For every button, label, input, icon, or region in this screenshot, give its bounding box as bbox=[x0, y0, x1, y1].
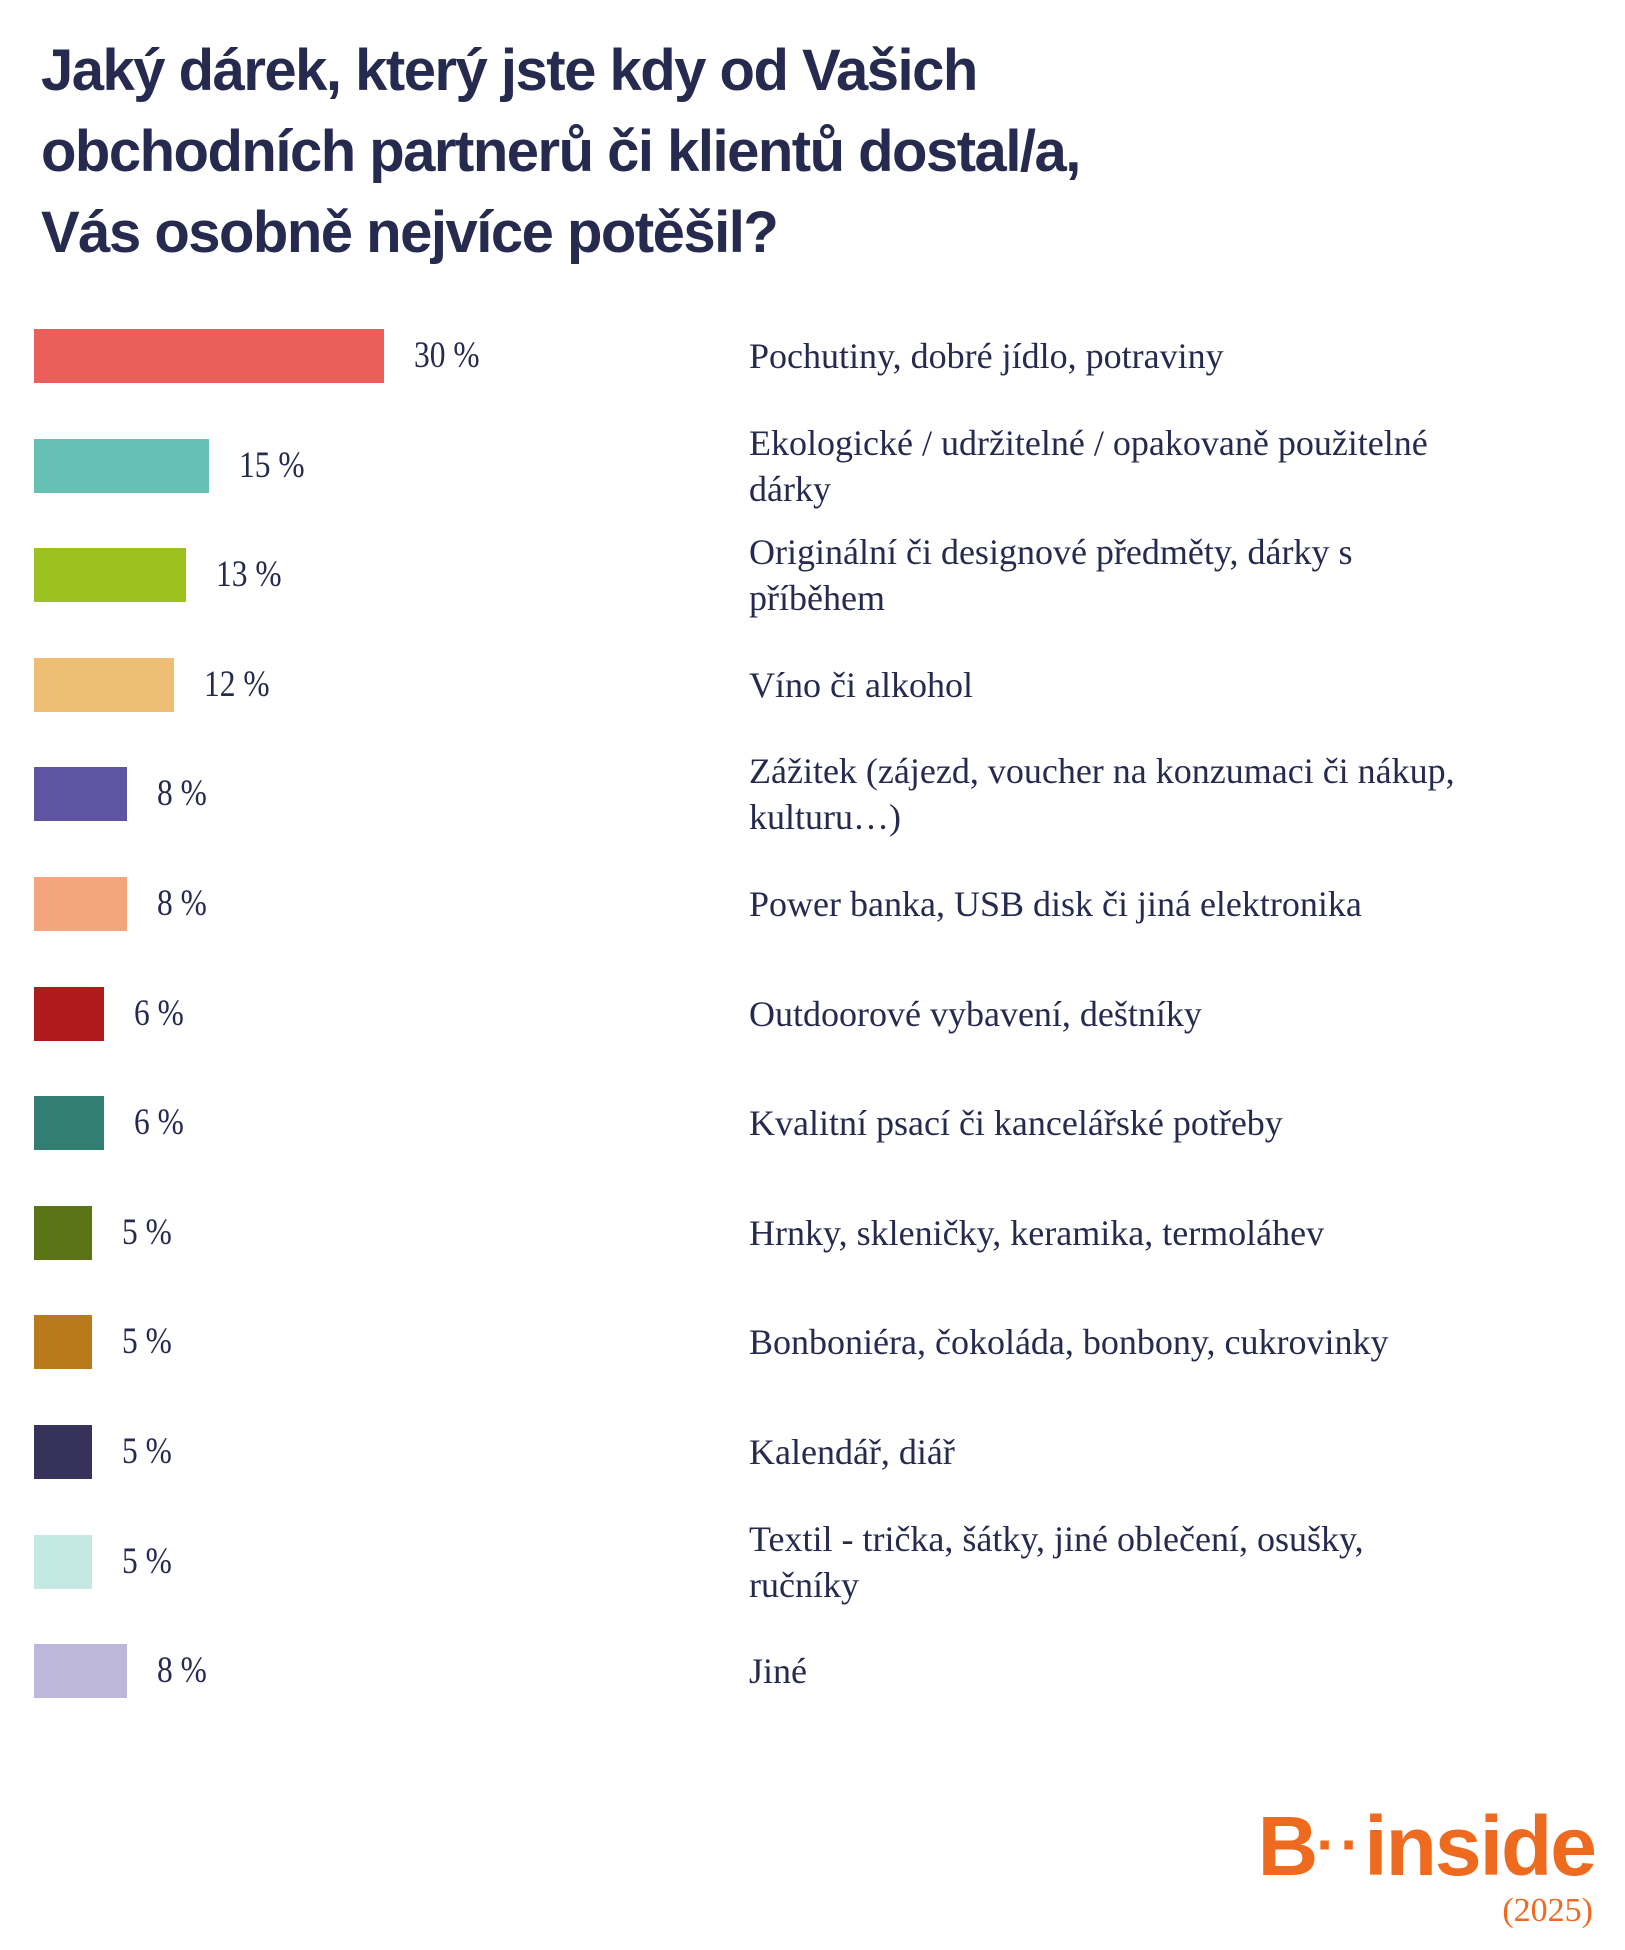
value-label: 5 % bbox=[122, 1321, 173, 1363]
bar bbox=[34, 329, 384, 383]
bar bbox=[34, 548, 186, 603]
category-label: Kvalitní psací či kancelářské potřeby bbox=[749, 1103, 1283, 1144]
value-label: 13 % bbox=[215, 554, 282, 596]
chart-title: Jaký dárek, který jste kdy od Vašich obc… bbox=[41, 30, 1341, 273]
category-label: Power banka, USB disk či jiná elektronik… bbox=[749, 884, 1362, 924]
b-inside-logo: B··inside (2025) bbox=[1257, 1799, 1597, 1931]
value-label: 6 % bbox=[134, 1102, 184, 1144]
category-label: Textil - trička, šátky, jiné oblečení, o… bbox=[749, 1518, 1364, 1605]
logo-year: (2025) bbox=[1502, 1892, 1593, 1929]
bar bbox=[34, 767, 128, 822]
bar-row: 8 % Power banka, USB disk či jiná elektro… bbox=[0, 877, 1625, 987]
bar bbox=[34, 877, 128, 931]
bar-row: 5 % Bonboniéra, čokoláda, bonbony, cukrov… bbox=[0, 1315, 1625, 1425]
bar-row: 6 % Kvalitní psací či kancelářské potřeby bbox=[0, 1096, 1625, 1206]
bar-row: 30 % Pochutiny, dobré jídlo, potraviny bbox=[0, 329, 1625, 439]
bar-row: 5 % Kalendář, diář bbox=[0, 1425, 1625, 1535]
category-label: Ekologické / udržitelné / opakovaně použ… bbox=[749, 422, 1428, 509]
bar bbox=[34, 1315, 93, 1370]
logo-mark: B··inside bbox=[1257, 1799, 1597, 1893]
bar-row: 6 % Outdoorové vybavení, deštníky bbox=[0, 986, 1625, 1097]
bar-row: 15 % Ekologické / udržitelné / opakovaně … bbox=[0, 423, 1625, 549]
value-label: 6 % bbox=[134, 992, 184, 1034]
bar bbox=[34, 438, 209, 493]
category-label: Outdoorové vybavení, deštníky bbox=[749, 993, 1202, 1034]
category-label: Bonboniéra, čokoláda, bonbony, cukrovink… bbox=[749, 1322, 1389, 1363]
bar bbox=[34, 657, 174, 712]
bar-row: 5 % Textil - trička, šátky, jiné oblečení… bbox=[0, 1519, 1625, 1645]
category-label: Kalendář, diář bbox=[749, 1432, 955, 1472]
category-label: Víno či alkohol bbox=[749, 664, 973, 705]
value-label: 30 % bbox=[414, 335, 480, 376]
category-label: Jiné bbox=[749, 1651, 807, 1692]
category-label: Hrnky, skleničky, keramika, termoláhev bbox=[749, 1212, 1325, 1253]
value-label: 5 % bbox=[122, 1540, 173, 1582]
title-line-3: Vás osobně nejvíce potěšil? bbox=[41, 200, 779, 265]
value-label: 8 % bbox=[157, 1650, 208, 1692]
bar bbox=[34, 1534, 93, 1589]
bar-row: 5 % Hrnky, skleničky, keramika, termoláhe… bbox=[0, 1205, 1625, 1316]
title-line-1: Jaký dárek, který jste kdy od Vašich bbox=[41, 38, 978, 103]
value-label: 5 % bbox=[122, 1211, 173, 1253]
value-label: 5 % bbox=[122, 1431, 173, 1472]
value-label: 15 % bbox=[239, 444, 305, 486]
value-label: 8 % bbox=[157, 883, 208, 924]
bar bbox=[34, 1425, 93, 1479]
bar bbox=[34, 986, 104, 1041]
bar bbox=[34, 1205, 93, 1260]
bar-row: 12 % Víno či alkohol bbox=[0, 657, 1625, 768]
category-label: Pochutiny, dobré jídlo, potraviny bbox=[749, 336, 1224, 376]
bar bbox=[34, 1096, 104, 1151]
bar-row: 8 % Zážitek (zájezd, voucher na konzumaci… bbox=[0, 751, 1625, 877]
category-label: Zážitek (zájezd, voucher na konzumaci či… bbox=[749, 751, 1455, 838]
bar-row: 8 % Jiné bbox=[0, 1644, 1625, 1754]
bar bbox=[34, 1644, 128, 1699]
title-line-2: obchodních partnerů či klientů dostal/a, bbox=[41, 119, 1081, 184]
value-label: 12 % bbox=[204, 663, 270, 705]
value-label: 8 % bbox=[157, 773, 208, 815]
category-label: Originální či designové předměty, dárky … bbox=[749, 532, 1353, 619]
bar-row: 13 % Originální či designové předměty, dá… bbox=[0, 532, 1625, 658]
